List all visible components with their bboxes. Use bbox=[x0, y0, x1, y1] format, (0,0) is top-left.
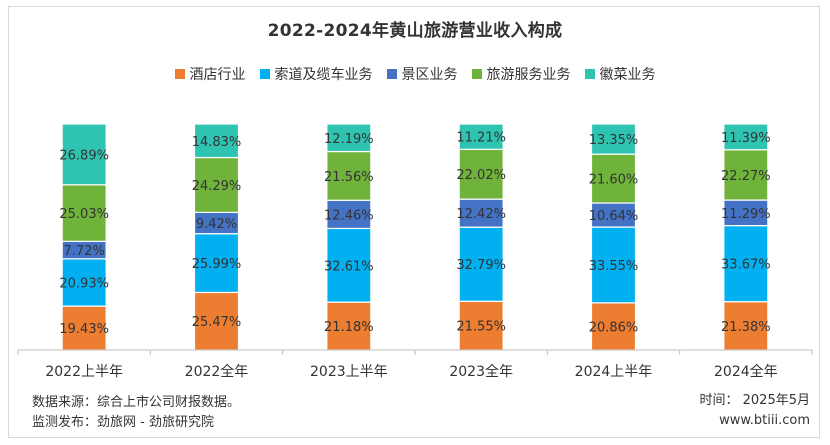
x-tick-label: 2022上半年 bbox=[45, 364, 123, 380]
bar-segment bbox=[458, 148, 504, 200]
data-label: 26.89% bbox=[59, 148, 109, 163]
bar-segment bbox=[590, 226, 637, 304]
legend-item: 酒店行业 bbox=[174, 64, 246, 84]
bar-segment bbox=[193, 291, 240, 351]
bar-segment bbox=[193, 123, 240, 159]
bar-segment bbox=[458, 123, 504, 150]
data-label: 21.60% bbox=[589, 173, 639, 188]
bar-segment bbox=[590, 302, 637, 351]
data-label: 14.83% bbox=[192, 135, 242, 150]
bar-segment bbox=[723, 301, 769, 351]
website-url[interactable]: www.btiii.com bbox=[719, 413, 810, 428]
data-label: 22.27% bbox=[721, 169, 771, 184]
data-label: 11.21% bbox=[456, 131, 506, 146]
data-label: 24.29% bbox=[192, 179, 242, 194]
bar-segment bbox=[590, 153, 637, 204]
data-label: 21.18% bbox=[324, 320, 374, 335]
footer-right: 时间： 2025年5月 www.btiii.com bbox=[700, 391, 811, 431]
data-label: 10.64% bbox=[589, 209, 639, 224]
legend-item: 景区业务 bbox=[386, 64, 458, 84]
bar-segment bbox=[458, 300, 504, 351]
x-tick-label: 2024上半年 bbox=[575, 364, 653, 380]
x-tick-label: 2022全年 bbox=[185, 363, 249, 380]
chart-legend: 酒店行业 索道及缆车业务 景区业务 旅游服务业务 徽菜业务 bbox=[0, 64, 830, 84]
data-label: 22.02% bbox=[456, 168, 506, 183]
footer-left: 数据来源：综合上市公司财报数据。 监测发布：劲旅网 - 劲旅研究院 bbox=[32, 393, 240, 433]
bar-segment bbox=[723, 123, 769, 151]
data-label: 19.43% bbox=[59, 322, 109, 337]
data-label: 11.29% bbox=[721, 207, 771, 222]
legend-swatch bbox=[386, 69, 397, 79]
data-label: 33.67% bbox=[721, 258, 771, 273]
bar-segment bbox=[458, 226, 504, 302]
bar-segment bbox=[326, 150, 372, 201]
data-label: 25.99% bbox=[192, 257, 242, 272]
chart-frame bbox=[8, 6, 820, 438]
data-label: 21.38% bbox=[721, 320, 771, 335]
publish-date: 时间： 2025年5月 bbox=[699, 393, 811, 408]
bar-segment bbox=[61, 184, 107, 242]
data-label: 12.19% bbox=[324, 132, 374, 147]
bar-segment bbox=[458, 198, 504, 228]
data-label: 21.56% bbox=[324, 170, 374, 185]
data-label: 9.42% bbox=[196, 217, 237, 232]
legend-item: 徽菜业务 bbox=[584, 64, 656, 84]
data-label: 25.47% bbox=[192, 315, 242, 330]
data-label: 33.55% bbox=[589, 259, 639, 274]
bar-segment bbox=[590, 123, 637, 155]
legend-swatch bbox=[174, 69, 185, 79]
x-tick-label: 2023全年 bbox=[449, 363, 513, 380]
bar-segment bbox=[723, 224, 769, 303]
bar-segment bbox=[326, 199, 372, 230]
data-label: 20.93% bbox=[59, 276, 109, 291]
data-label: 25.03% bbox=[59, 207, 109, 222]
data-label: 21.55% bbox=[456, 320, 506, 335]
bar-segment bbox=[326, 123, 372, 153]
legend-swatch bbox=[471, 69, 482, 79]
data-source-note: 数据来源：综合上市公司财报数据。 bbox=[32, 395, 241, 410]
x-tick-label: 2024全年 bbox=[714, 363, 778, 380]
data-label: 7.72% bbox=[64, 244, 105, 259]
data-label: 12.42% bbox=[456, 207, 506, 222]
legend-label: 酒店行业 bbox=[189, 67, 246, 83]
bar-segment bbox=[193, 156, 240, 214]
legend-label: 索道及缆车业务 bbox=[274, 67, 373, 83]
chart-title: 2022-2024年黄山旅游营业收入构成 bbox=[267, 21, 563, 41]
legend-swatch bbox=[584, 69, 595, 79]
data-label: 13.35% bbox=[589, 133, 639, 148]
legend-item: 旅游服务业务 bbox=[471, 64, 571, 84]
data-label: 11.39% bbox=[721, 131, 771, 146]
bar-segment bbox=[723, 199, 769, 227]
legend-label: 徽菜业务 bbox=[599, 67, 656, 83]
legend-label: 景区业务 bbox=[401, 67, 458, 83]
legend-item: 索道及缆车业务 bbox=[259, 64, 373, 84]
data-label: 12.46% bbox=[324, 208, 374, 223]
data-label: 32.61% bbox=[324, 259, 374, 274]
publisher-note: 监测发布：劲旅网 - 劲旅研究院 bbox=[32, 415, 214, 430]
data-label: 20.86% bbox=[589, 320, 639, 335]
legend-swatch bbox=[259, 69, 270, 79]
x-tick-label: 2023上半年 bbox=[310, 364, 388, 380]
bar-segment bbox=[326, 301, 372, 351]
bar-segment bbox=[61, 123, 107, 186]
data-label: 32.79% bbox=[456, 258, 506, 273]
legend-label: 旅游服务业务 bbox=[486, 67, 571, 83]
